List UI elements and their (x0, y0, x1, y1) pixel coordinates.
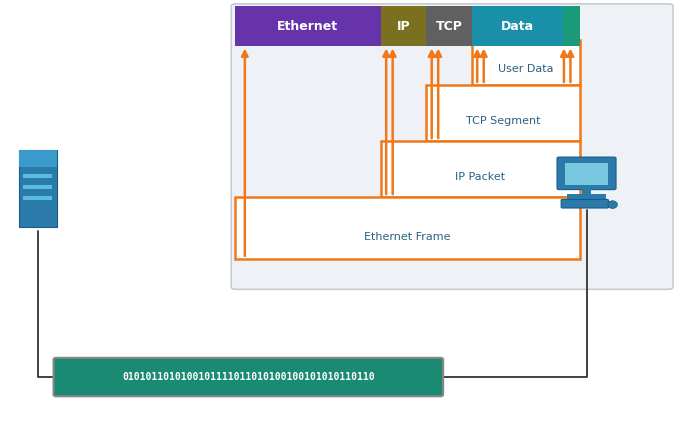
Bar (381, 141, 580, 197)
Bar (426, 6, 471, 46)
Bar (582, 187, 591, 196)
FancyBboxPatch shape (54, 358, 443, 396)
Bar (565, 163, 608, 185)
Ellipse shape (608, 201, 617, 208)
Bar (471, 40, 580, 85)
Bar (235, 197, 580, 259)
Text: IP: IP (397, 20, 410, 33)
Bar (471, 6, 563, 46)
Text: TCP: TCP (436, 20, 462, 33)
FancyBboxPatch shape (561, 199, 608, 208)
Bar (567, 194, 606, 199)
Bar (23, 196, 52, 200)
FancyBboxPatch shape (231, 4, 673, 289)
Bar (235, 6, 381, 46)
Text: TCP Segment: TCP Segment (466, 116, 541, 126)
Bar (23, 185, 52, 189)
Text: Ethernet: Ethernet (277, 20, 338, 33)
Bar (426, 85, 580, 141)
Text: Data: Data (501, 20, 534, 33)
Bar (19, 150, 56, 167)
Text: IP Packet: IP Packet (456, 172, 506, 182)
Bar (381, 6, 426, 46)
Text: User Data: User Data (498, 64, 554, 74)
Text: Ethernet Frame: Ethernet Frame (364, 232, 451, 242)
FancyBboxPatch shape (557, 157, 616, 190)
Bar (23, 174, 52, 178)
Text: 0101011010100101111011010100100101010110110: 0101011010100101111011010100100101010110… (122, 372, 375, 382)
Bar (19, 150, 56, 227)
Bar (563, 6, 580, 46)
